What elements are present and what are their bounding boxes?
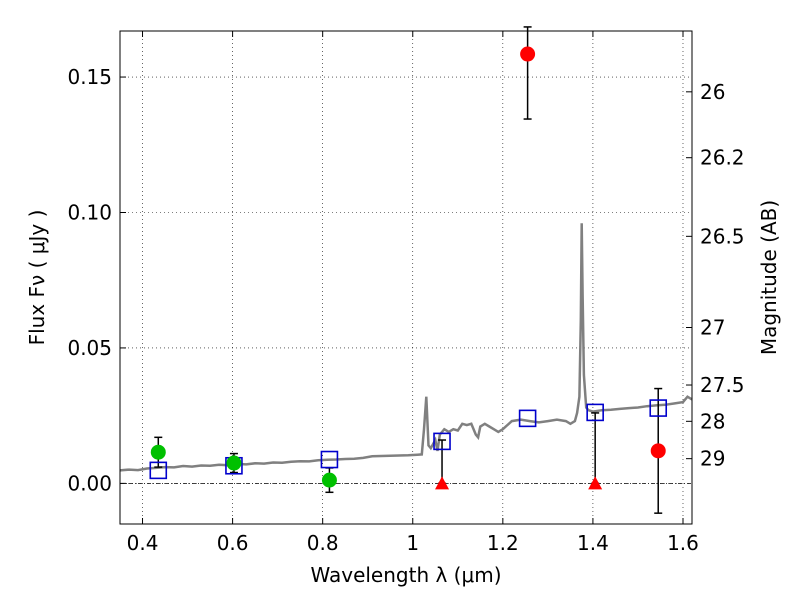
model-photometry-box [433, 432, 451, 451]
red-upper-limit-triangle [588, 476, 603, 490]
right-tick-label: 28 [700, 409, 725, 433]
model-photometry-box [320, 450, 339, 469]
model-spectrum [119, 223, 693, 472]
y-tick-label: 0.15 [67, 65, 112, 89]
green-data-point [226, 455, 242, 471]
model-photometry-box [649, 399, 668, 417]
grid-lines [120, 31, 692, 524]
y-tick-label: 0.00 [67, 471, 112, 495]
right-tick-label: 27 [700, 315, 725, 339]
right-axis-label: Magnitude (AB) [757, 200, 781, 355]
x-tick-label: 1.2 [487, 531, 519, 555]
red-upper-limit-triangle [435, 476, 450, 490]
model-photometry-boxes [149, 399, 668, 480]
x-tick-label: 1.4 [577, 531, 609, 555]
x-tick-label: 1 [406, 531, 419, 555]
green-data-point [150, 444, 166, 460]
right-tick-label: 26.5 [700, 224, 745, 248]
x-tick-label: 0.4 [127, 531, 159, 555]
data-markers [150, 46, 666, 490]
right-axis-ticks: 26 26.2 26.5 27 27.5 28 29 [686, 80, 745, 471]
green-data-point [321, 472, 337, 488]
y-tick-label: 0.10 [67, 200, 112, 224]
model-spectrum-line [119, 223, 693, 472]
model-photometry-box [518, 409, 537, 428]
model-photometry-box [149, 461, 168, 480]
plot-frame [119, 30, 693, 525]
right-tick-label: 26 [700, 80, 725, 104]
right-tick-label: 29 [700, 447, 725, 471]
red-data-point [520, 46, 536, 62]
error-bars [154, 26, 663, 514]
x-tick-label: 1.6 [667, 531, 699, 555]
x-tick-label: 0.6 [217, 531, 249, 555]
y-tick-label: 0.05 [67, 336, 112, 360]
red-data-point [650, 443, 666, 459]
y-axis-label: Flux Fν ( μJy ) [25, 210, 49, 346]
x-axis-label: Wavelength λ (μm) [310, 563, 501, 587]
x-tick-label: 0.8 [307, 531, 339, 555]
right-tick-label: 26.2 [700, 146, 745, 170]
y-axis-ticks: 0.00 0.05 0.10 0.15 [67, 65, 126, 495]
right-tick-label: 27.5 [700, 373, 745, 397]
x-axis-ticks: 0.4 0.6 0.8 1 1.2 1.4 1.6 [127, 31, 699, 555]
model-photometry-box [586, 403, 604, 422]
